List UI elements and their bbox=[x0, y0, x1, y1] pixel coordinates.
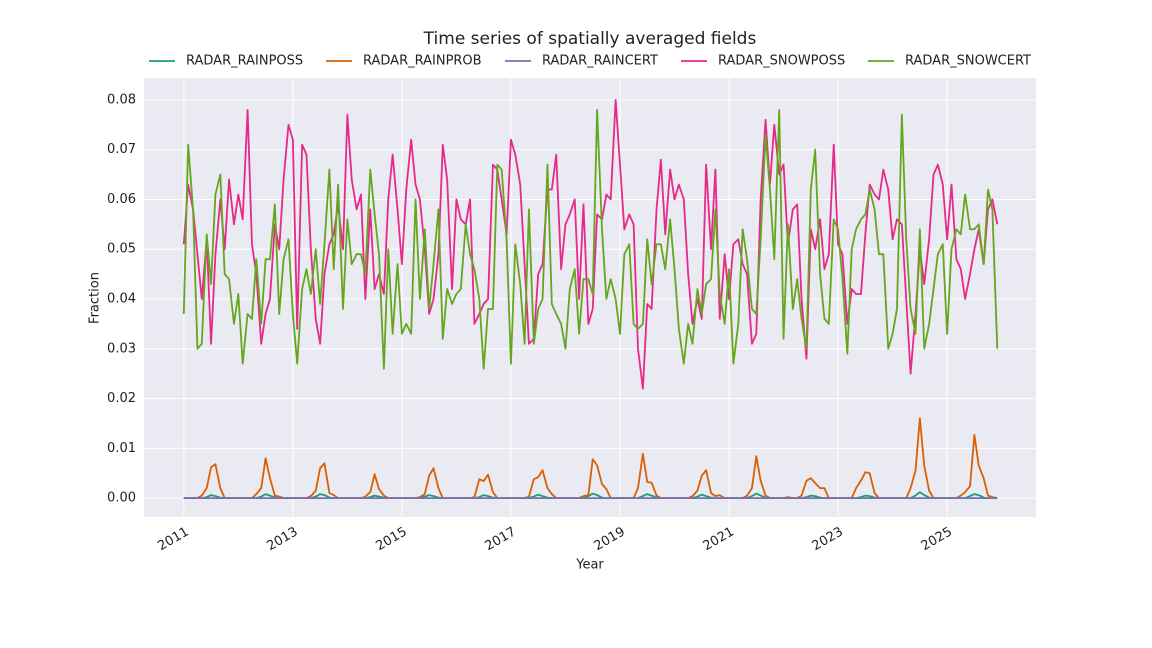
x-tick-label: 2017 bbox=[483, 525, 519, 555]
legend-label: RADAR_RAINPOSS bbox=[186, 54, 303, 69]
x-tick-label: 2025 bbox=[919, 525, 955, 555]
legend-label: RADAR_RAINPROB bbox=[363, 54, 482, 69]
x-tick-label: 2019 bbox=[592, 525, 628, 555]
series-line bbox=[183, 491, 998, 499]
y-tick-label: 0.07 bbox=[107, 142, 136, 157]
y-axis-label: Fraction bbox=[88, 272, 103, 324]
chart-title: Time series of spatially averaged fields bbox=[423, 29, 757, 49]
y-tick-label: 0.03 bbox=[107, 341, 136, 356]
legend-label: RADAR_SNOWCERT bbox=[905, 54, 1031, 69]
x-tick-label: 2023 bbox=[810, 525, 846, 555]
y-tick-label: 0.05 bbox=[107, 242, 136, 257]
legend: RADAR_RAINPOSS RADAR_RAINPROB RADAR_RAINCE… bbox=[149, 54, 1031, 69]
x-axis-label: Year bbox=[575, 558, 604, 573]
lines bbox=[182, 99, 999, 499]
y-tick-label: 0.01 bbox=[107, 441, 136, 456]
series-line bbox=[182, 99, 999, 390]
y-tick-label: 0.00 bbox=[107, 491, 136, 506]
legend-label: RADAR_RAINCERT bbox=[542, 54, 658, 69]
legend-label: RADAR_SNOWPOSS bbox=[718, 54, 845, 69]
x-tick-label: 2011 bbox=[155, 525, 191, 555]
y-tick-label: 0.08 bbox=[107, 92, 136, 107]
x-tick-label: 2021 bbox=[701, 525, 737, 555]
series-line bbox=[182, 108, 999, 370]
series-line bbox=[183, 417, 998, 499]
y-tick-label: 0.02 bbox=[107, 391, 136, 406]
y-tick-label: 0.06 bbox=[107, 192, 136, 207]
x-tick-label: 2015 bbox=[373, 525, 409, 555]
x-tick-label: 2013 bbox=[264, 525, 300, 555]
y-tick-label: 0.04 bbox=[107, 291, 136, 306]
